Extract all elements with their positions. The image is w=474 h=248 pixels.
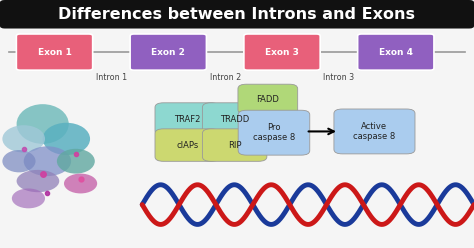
Text: Exon 1: Exon 1	[37, 48, 72, 57]
Ellipse shape	[57, 149, 95, 174]
Text: TRADD: TRADD	[220, 115, 249, 124]
Ellipse shape	[64, 174, 97, 193]
FancyBboxPatch shape	[357, 34, 434, 70]
Text: TRAF2: TRAF2	[174, 115, 201, 124]
Text: Active
caspase 8: Active caspase 8	[353, 122, 396, 141]
Text: Exon 2: Exon 2	[151, 48, 185, 57]
Text: Intron 1: Intron 1	[96, 73, 127, 82]
FancyBboxPatch shape	[244, 34, 320, 70]
Text: Exon 3: Exon 3	[265, 48, 299, 57]
FancyBboxPatch shape	[130, 34, 206, 70]
FancyBboxPatch shape	[202, 129, 267, 161]
Ellipse shape	[17, 170, 59, 192]
FancyBboxPatch shape	[0, 0, 474, 29]
Ellipse shape	[2, 150, 36, 172]
Text: cIAPs: cIAPs	[176, 141, 198, 150]
FancyBboxPatch shape	[17, 34, 92, 70]
FancyBboxPatch shape	[238, 84, 298, 114]
Ellipse shape	[17, 104, 69, 144]
Text: RIP: RIP	[228, 141, 241, 150]
Text: Intron 3: Intron 3	[323, 73, 355, 82]
Ellipse shape	[24, 146, 71, 176]
Ellipse shape	[43, 123, 90, 155]
Ellipse shape	[2, 125, 45, 153]
Text: FADD: FADD	[256, 95, 279, 104]
Text: Intron 2: Intron 2	[210, 73, 241, 82]
FancyBboxPatch shape	[155, 103, 219, 135]
FancyBboxPatch shape	[238, 110, 310, 155]
Ellipse shape	[12, 188, 45, 208]
FancyBboxPatch shape	[155, 129, 219, 161]
FancyBboxPatch shape	[334, 109, 415, 154]
Text: Exon 4: Exon 4	[379, 48, 413, 57]
FancyBboxPatch shape	[202, 103, 267, 135]
Text: Pro
caspase 8: Pro caspase 8	[253, 123, 295, 142]
Text: Differences between Introns and Exons: Differences between Introns and Exons	[58, 7, 416, 22]
